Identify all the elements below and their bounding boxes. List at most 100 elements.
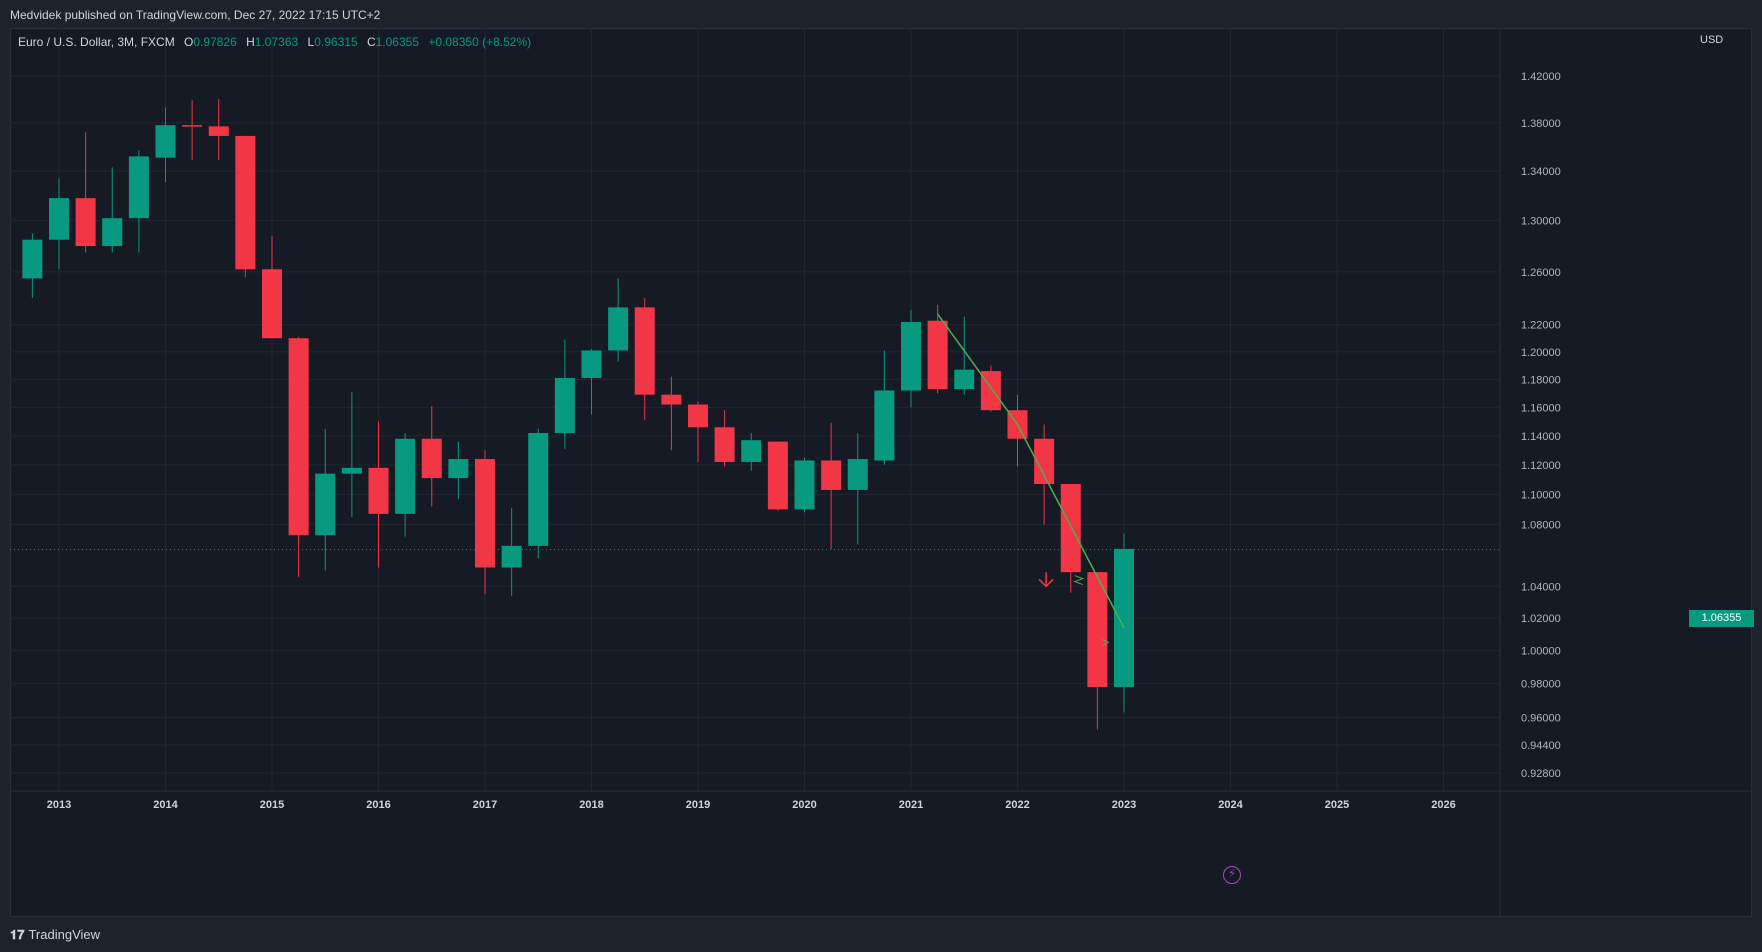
y-tick-label: 1.08000 [1521,519,1561,531]
chart-canvas[interactable]: 1.42000 1.38000 1.34000 1.30000 1.26000 1.220… [10,28,1752,917]
y-tick-label: 0.94400 [1521,740,1561,752]
x-tick-label: 2014 [153,799,178,811]
candle-body [661,394,682,405]
y-tick-label: 0.92800 [1521,768,1561,780]
y-tick-label: 1.10000 [1521,489,1561,501]
candles [22,99,1134,730]
y-tick-label: 1.14000 [1521,431,1561,443]
candle-body [368,467,389,514]
brand-name: TradingView [28,927,101,942]
candle-body [528,432,549,546]
candle-body [1034,438,1055,485]
candle-body [315,473,336,536]
candle-body [767,441,788,510]
published-caption: Medvidek published on TradingView.com, D… [10,8,381,22]
y-tick-label: 1.00000 [1521,646,1561,658]
y-tick-label: 1.38000 [1521,118,1561,130]
lightning-icon[interactable]: ⚡ [1223,866,1241,884]
candle-body [448,459,469,479]
candle-body [741,440,762,462]
price-axis: 1.42000 1.38000 1.34000 1.30000 1.26000 1.220… [1521,71,1561,780]
candle-body [794,460,815,510]
x-tick-label: 2025 [1325,799,1349,811]
last-price-tag: 1.06355 [1689,610,1754,627]
open-label: O [184,35,194,49]
change-value: +0.08350 (+8.52%) [428,35,532,49]
candle-body [554,377,575,433]
candle-body [634,307,655,395]
x-tick-label: 2020 [792,799,816,811]
candle-body [608,307,629,351]
zigzag-mark [1102,638,1110,646]
candle-body [847,459,868,490]
candle-body [75,198,96,247]
candle-body [208,126,229,136]
x-tick-label: 2021 [899,799,923,811]
candle-body [262,269,282,339]
x-tick-label: 2018 [579,799,603,811]
x-tick-label: 2015 [260,799,284,811]
symbol-legend: Euro / U.S. Dollar, 3M, FXCM O0.97826 H1… [18,35,531,49]
candle-body [874,390,895,461]
currency-label[interactable]: USD [1700,34,1724,46]
candle-body [235,135,256,270]
candle-body [821,460,842,490]
candle-body [501,545,522,568]
candle-body [581,350,602,378]
grid [10,28,1752,917]
tradingview-logo-icon: 𝟏𝟕 [10,928,25,943]
y-tick-label: 0.98000 [1521,679,1561,691]
close-value: 1.06355 [375,35,420,49]
candle-body [128,156,149,219]
candle-body [927,320,948,390]
candle-body [901,322,921,391]
x-tick-label: 2023 [1112,799,1136,811]
candle-body [102,218,123,247]
y-tick-label: 1.30000 [1521,216,1561,228]
y-tick-label: 1.12000 [1521,460,1561,472]
open-value: 0.97826 [193,35,237,49]
y-tick-label: 1.02000 [1521,613,1561,625]
x-tick-label: 2019 [686,799,710,811]
candle-body [714,427,735,462]
top-bar [0,0,1762,28]
symbol-title[interactable]: Euro / U.S. Dollar, 3M, FXCM [18,35,175,49]
x-tick-label: 2013 [47,799,71,811]
candle-body [688,404,708,428]
overlays [10,313,1500,646]
y-tick-label: 1.16000 [1521,402,1561,414]
candle-body [954,369,975,390]
candle-body [1060,484,1081,573]
x-tick-label: 2024 [1218,799,1243,811]
low-label: L [307,35,315,49]
y-tick-label: 1.04000 [1521,581,1561,593]
x-tick-label: 2017 [473,799,497,811]
y-tick-label: 1.34000 [1521,166,1561,178]
y-tick-label: 1.26000 [1521,267,1561,279]
y-tick-label: 1.20000 [1521,347,1561,359]
candle-body [22,239,43,279]
candle-body [395,438,416,514]
bottom-bar [0,917,1762,952]
candle-body [49,198,69,240]
candle-body [341,467,362,474]
x-tick-label: 2026 [1431,799,1455,811]
time-axis: 2013 2014 2015 2016 2017 2018 2019 2020 2021 2022… [47,799,1456,811]
candle-body [475,459,495,568]
high-value: 1.07363 [254,35,299,49]
zigzag-mark [1073,575,1085,586]
close-label: C [366,35,376,49]
candle-body [182,125,203,127]
candle-body [1087,572,1108,688]
tradingview-brand[interactable]: 𝟏𝟕 TradingView [10,927,100,943]
candle-body [1114,548,1134,688]
x-tick-label: 2016 [366,799,390,811]
y-tick-label: 0.96000 [1521,712,1561,724]
low-value: 0.96315 [314,35,358,49]
x-tick-label: 2022 [1005,799,1029,811]
candle-body [421,438,442,479]
trendline [937,313,1125,629]
high-label: H [246,35,255,49]
y-tick-label: 1.42000 [1521,71,1561,83]
candle-body [288,338,309,536]
